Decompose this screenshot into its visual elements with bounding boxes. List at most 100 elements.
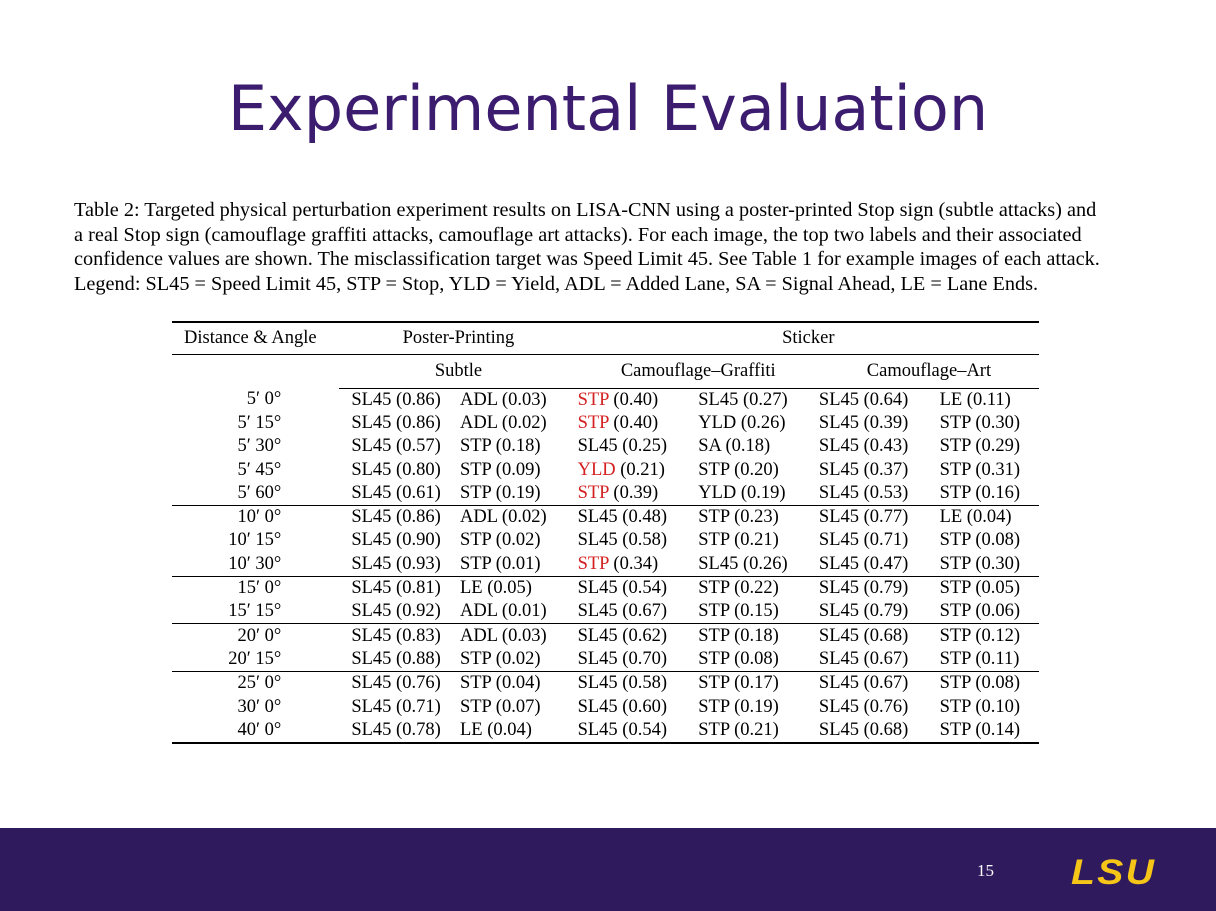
label-text: STP (0.22): [698, 578, 779, 599]
result-cell: SL45 (0.62): [577, 623, 699, 648]
result-cell: STP (0.14): [939, 718, 1039, 744]
label-text: SL45 (0.92): [351, 601, 441, 622]
distance-angle-cell: 5′ 60°: [237, 482, 282, 503]
label-text: SL45 (0.93): [351, 553, 441, 574]
label-text: STP (0.31): [939, 459, 1021, 480]
result-cell: STP (0.15): [698, 600, 819, 624]
label-text: STP (0.17): [698, 673, 779, 694]
result-cell: SL45 (0.86): [339, 504, 460, 530]
result-cell: SL45 (0.58): [578, 529, 699, 552]
result-cell: SL45 (0.48): [577, 504, 699, 530]
result-cell: LE (0.04): [939, 504, 1039, 530]
label-text: SL45 (0.68): [818, 719, 909, 740]
lsu-logo: LSU: [1071, 853, 1157, 892]
result-cell: STP (0.16): [940, 482, 1039, 506]
result-cell: LE (0.04): [459, 718, 578, 744]
result-cell: SL45 (0.71): [339, 695, 460, 718]
result-cell: STP (0.39): [578, 482, 699, 506]
result-cell: SL45 (0.61): [339, 482, 460, 506]
result-cell: STP (0.17): [698, 671, 819, 696]
label-text: STP: [577, 389, 609, 410]
confidence-text: (0.40): [608, 389, 659, 410]
result-cell: STP (0.22): [698, 575, 819, 601]
result-cell: STP (0.20): [698, 458, 819, 481]
table-row: 5′ 30° SL45 (0.57) STP (0.18) SL45 (0.25) SA…: [172, 435, 1039, 458]
label-text: YLD: [577, 459, 616, 480]
result-cell: SL45 (0.47): [819, 553, 940, 577]
label-text: SL45 (0.27): [698, 389, 788, 410]
result-cell: SL45 (0.26): [698, 553, 819, 577]
label-text: SL45 (0.80): [351, 459, 441, 480]
result-cell: SL45 (0.92): [339, 600, 460, 624]
label-text: SL45 (0.81): [351, 578, 441, 599]
result-cell: STP (0.07): [460, 695, 578, 718]
table-caption: Table 2: Targeted physical perturbation …: [74, 198, 1154, 296]
table-row: 10′ 30° SL45 (0.93) STP (0.01) STP (0.34) SL…: [172, 553, 1039, 577]
table-row: 10′ 0° SL45 (0.86) ADL (0.02) SL45 (0.48) ST…: [172, 504, 1039, 530]
result-cell: SL45 (0.27): [698, 388, 819, 412]
result-cell: SL45 (0.43): [819, 435, 940, 458]
result-cell: SL45 (0.88): [339, 648, 460, 672]
result-cell: SL45 (0.57): [339, 435, 460, 458]
result-cell: ADL (0.02): [460, 412, 578, 435]
result-cell: SA (0.18): [698, 435, 819, 458]
header-camouflage-art: Camouflage–Art: [818, 354, 1039, 389]
result-cell: STP (0.18): [460, 435, 578, 458]
label-text: LE (0.04): [939, 507, 1012, 528]
result-cell: STP (0.23): [698, 504, 819, 530]
label-text: STP: [577, 553, 609, 574]
distance-angle-cell: 30′ 0°: [237, 696, 282, 717]
result-cell: STP (0.02): [460, 648, 578, 672]
label-text: STP (0.19): [459, 482, 541, 503]
label-text: STP (0.30): [939, 412, 1021, 433]
label-text: SL45 (0.67): [818, 673, 909, 694]
label-text: SL45 (0.25): [577, 436, 668, 457]
caption-line: Legend: SL45 = Speed Limit 45, STP = Sto…: [74, 272, 1039, 295]
header-poster-printing: Poster-Printing: [402, 327, 515, 348]
result-cell: SL45 (0.86): [339, 388, 460, 412]
label-text: STP (0.07): [459, 696, 541, 717]
confidence-text: (0.39): [608, 482, 659, 503]
table-row: 5′ 0° SL45 (0.86) ADL (0.03) STP (0.40) SL45…: [172, 388, 1039, 412]
label-text: STP (0.08): [698, 648, 779, 669]
label-text: STP (0.15): [698, 601, 779, 622]
header-sticker: Sticker: [782, 327, 835, 348]
label-text: SL45 (0.86): [351, 507, 441, 528]
distance-angle-cell: 10′ 0°: [172, 504, 340, 530]
label-text: SL45 (0.48): [577, 507, 668, 528]
distance-angle-cell: 10′ 15°: [228, 530, 282, 551]
result-cell: SL45 (0.70): [578, 648, 699, 672]
result-cell: STP (0.08): [940, 529, 1039, 552]
table-row: 5′ 45° SL45 (0.80) STP (0.09) YLD (0.21) STP…: [172, 458, 1039, 481]
table-row: 5′ 60° SL45 (0.61) STP (0.19) STP (0.39) YLD…: [172, 482, 1039, 506]
table-row: 40′ 0° SL45 (0.78) LE (0.04) SL45 (0.54) STP…: [172, 718, 1039, 744]
label-text: SA (0.18): [698, 436, 771, 457]
table-row: 20′ 15° SL45 (0.88) STP (0.02) SL45 (0.70) S…: [172, 648, 1039, 672]
result-cell: STP (0.08): [698, 648, 819, 672]
result-cell: SL45 (0.39): [819, 412, 940, 435]
result-cell: SL45 (0.60): [578, 695, 699, 718]
result-cell: STP (0.19): [460, 482, 578, 506]
label-text: SL45 (0.90): [351, 530, 441, 551]
result-cell: STP (0.08): [939, 671, 1039, 696]
result-cell: STP (0.18): [698, 623, 819, 648]
distance-angle-cell: 5′ 45°: [237, 459, 282, 480]
result-cell: SL45 (0.67): [818, 671, 940, 696]
label-text: STP (0.18): [698, 625, 779, 646]
label-text: STP (0.19): [698, 696, 779, 717]
label-text: SL45 (0.83): [351, 625, 441, 646]
label-text: SL45 (0.47): [818, 553, 909, 574]
result-cell: STP (0.12): [939, 623, 1039, 648]
label-text: STP (0.06): [939, 601, 1021, 622]
label-text: SL45 (0.62): [577, 625, 668, 646]
result-cell: STP (0.11): [940, 648, 1039, 672]
table-row: 25′ 0° SL45 (0.76) STP (0.04) SL45 (0.58) ST…: [172, 671, 1039, 696]
label-text: SL45 (0.57): [351, 436, 441, 457]
label-text: STP (0.16): [939, 482, 1021, 503]
label-text: STP (0.09): [459, 459, 541, 480]
label-text: SL45 (0.54): [577, 578, 668, 599]
header-camouflage-graffiti: Camouflage–Graffiti: [577, 354, 819, 389]
result-cell: SL45 (0.68): [818, 718, 940, 744]
result-cell: SL45 (0.54): [577, 575, 699, 601]
label-text: SL45 (0.64): [818, 389, 909, 410]
